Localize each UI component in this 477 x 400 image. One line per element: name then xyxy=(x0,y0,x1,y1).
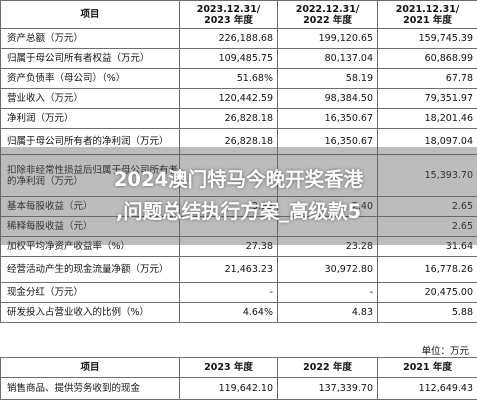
row-value: 79,351.97 xyxy=(377,88,477,109)
table-header-row: 项目 2023.12.31/2023 年度 2022.12.31/2022 年度… xyxy=(0,0,477,29)
table-row: 归属于母公司所有者权益（万元） 109,485.75 80,137.04 60,868… xyxy=(0,48,477,69)
table-row: 稀释每股收益（元） 2.65 xyxy=(0,216,477,237)
row-value: 21,463.23 xyxy=(179,256,278,283)
table-row: 净利润（万元） 26,828.18 16,350.67 18,201.46 xyxy=(0,108,477,129)
row-value: 16,350.67 xyxy=(277,108,378,129)
row-value: 60,868.99 xyxy=(377,48,477,69)
row-value: 5.88 xyxy=(377,302,477,323)
row-value: 159,745.39 xyxy=(377,28,477,49)
table-row: 归属于母公司所有者的净利润（万元） 26,828.18 16,350.67 18,09… xyxy=(0,128,477,155)
header-item: 项目 xyxy=(0,0,180,29)
table-row: 扣除非经常性损益后归属于母公司所有者的净利润（万元） 15,393.70 xyxy=(0,154,477,197)
row-value: 58.19 xyxy=(277,68,378,89)
row-value: 119,642.10 xyxy=(179,377,278,400)
header-item: 项目 xyxy=(0,357,180,378)
table-header-row: 项目 2023 年度 2022 年度 2021 年度 xyxy=(0,357,477,378)
row-value: 137,339.70 xyxy=(277,377,378,400)
row-label: 资产总额（万元） xyxy=(0,28,180,49)
header-2023: 2023 年度 xyxy=(179,357,278,378)
header-2022: 2022 年度 xyxy=(277,357,378,378)
row-value: 4.64% xyxy=(179,302,278,323)
table-row: 现金分红（万元） - -20,475.00 xyxy=(0,282,477,303)
row-label: 净利润（万元） xyxy=(0,108,180,129)
row-value: 4.83 xyxy=(277,302,378,323)
header-2021: 2021 年度 xyxy=(377,357,477,378)
banner-line-1: 2024澳门特马今晚开奖香港 xyxy=(113,168,364,191)
row-value: 30,972.80 xyxy=(277,256,378,283)
row-label: 经营活动产生的现金流量净额（万元） xyxy=(0,256,180,283)
row-value: 16,778.26 xyxy=(377,256,477,283)
row-value: 120,442.59 xyxy=(179,88,278,109)
row-label: 归属于母公司所有者权益（万元） xyxy=(0,48,180,69)
cash-flow-table: 项目 2023 年度 2022 年度 2021 年度 销售商品、提供劳务收到的现… xyxy=(0,357,477,400)
row-value: 18,097.04 xyxy=(377,128,477,155)
financial-indicators-table: 项目 2023.12.31/2023 年度 2022.12.31/2022 年度… xyxy=(0,0,477,323)
table-row: 资产负债率（母公司）（%） 51.68% 58.19 67.78 xyxy=(0,68,477,89)
row-label: 研发投入占营业收入的比例（%） xyxy=(0,302,180,323)
row-value: 20,475.00 xyxy=(377,282,477,303)
row-value: 98,384.50 xyxy=(277,88,378,109)
row-value: 26,828.18 xyxy=(179,128,278,155)
table-row: 基本每股收益（元） 3.93 2.40 2.65 xyxy=(0,196,477,217)
banner-line-2: ,问题总结执行方案_高级款5 xyxy=(115,200,362,223)
row-value: 26,828.18 xyxy=(179,108,278,129)
row-label: 扣除非经常性损益后归属于母公司所有者的净利润（万元） xyxy=(0,154,180,197)
row-value: - xyxy=(277,282,378,303)
header-2023: 2023.12.31/2023 年度 xyxy=(179,0,278,29)
unit-label: 单位：万元 xyxy=(421,346,469,357)
row-value: 18,201.46 xyxy=(377,108,477,129)
table-row: 研发投入占营业收入的比例（%） 4.64% 4.83 5.88 xyxy=(0,302,477,323)
row-value: 109,485.75 xyxy=(179,48,278,69)
row-label: 资产负债率（母公司）（%） xyxy=(0,68,180,89)
table-row: 资产总额（万元） 226,188.68 199,120.65 159,745.39 xyxy=(0,28,477,49)
header-2022: 2022.12.31/2022 年度 xyxy=(277,0,378,29)
row-value: 226,188.68 xyxy=(179,28,278,49)
row-label: 现金分红（万元） xyxy=(0,282,180,303)
watermark-banner: 2024澳门特马今晚开奖香港 ,问题总结执行方案_高级款5 xyxy=(0,147,477,245)
row-value: - xyxy=(179,282,278,303)
table-row: 加权平均净资产收益率（%） 27.38 23.28 31.64 xyxy=(0,236,477,257)
row-label: 销售商品、提供劳务收到的现金 xyxy=(0,377,180,400)
row-value xyxy=(277,154,378,197)
table-row: 销售商品、提供劳务收到的现金 119,642.10 137,339.70 112,64… xyxy=(0,377,477,400)
header-2021: 2021.12.31/2021 年度 xyxy=(377,0,477,29)
row-value: 51.68% xyxy=(179,68,278,89)
row-value: 67.78 xyxy=(377,68,477,89)
row-label: 营业收入（万元） xyxy=(0,88,180,109)
table-row: 营业收入（万元） 120,442.59 98,384.50 79,351.97 xyxy=(0,88,477,109)
row-value: 199,120.65 xyxy=(277,28,378,49)
row-value: 80,137.04 xyxy=(277,48,378,69)
table-row: 经营活动产生的现金流量净额（万元） 21,463.23 30,972.80 16,77… xyxy=(0,256,477,283)
row-value: 112,649.43 xyxy=(377,377,477,400)
